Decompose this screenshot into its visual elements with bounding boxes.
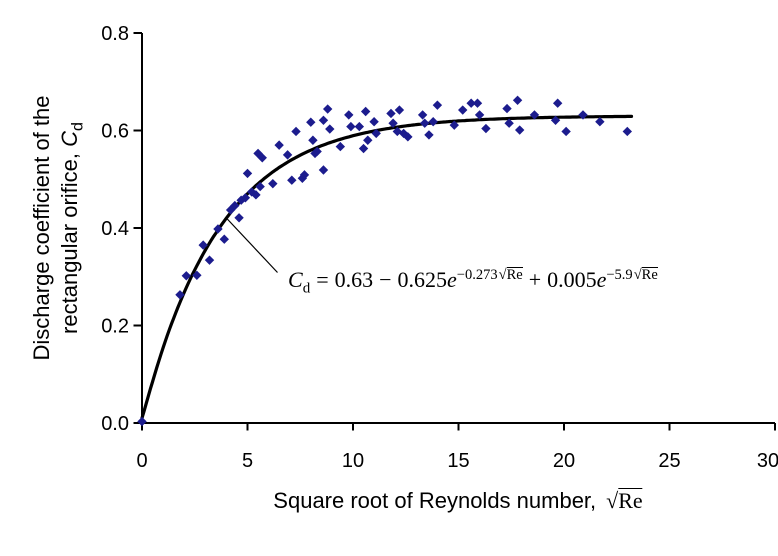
x-tick-labels: 0 5 10 15 20 25 30 xyxy=(136,450,778,472)
data-point xyxy=(204,255,215,265)
data-point xyxy=(325,124,335,134)
data-point xyxy=(432,100,443,110)
data-point xyxy=(358,143,369,154)
x-tick-label: 0 xyxy=(136,450,147,472)
data-point xyxy=(322,104,333,114)
data-point xyxy=(354,121,365,132)
x-axis-title: Square root of Reynolds number, √Re xyxy=(273,488,643,513)
data-point xyxy=(595,117,605,127)
data-point xyxy=(474,110,485,120)
y-axis-title-line1: Discharge coefficient of the xyxy=(29,95,54,361)
data-point xyxy=(424,130,434,140)
data-point xyxy=(242,168,253,179)
x-tick-label: 5 xyxy=(242,450,253,472)
data-point xyxy=(420,118,430,128)
data-point xyxy=(458,105,468,115)
data-point xyxy=(181,271,192,281)
data-point xyxy=(403,132,413,142)
data-point xyxy=(192,270,202,280)
data-point xyxy=(318,165,329,175)
data-point xyxy=(512,95,523,105)
data-point xyxy=(274,140,284,150)
data-point xyxy=(622,126,632,137)
y-tick-label: 0.2 xyxy=(101,316,129,338)
data-point xyxy=(529,110,540,120)
data-point xyxy=(394,105,405,115)
data-point xyxy=(578,110,588,120)
data-point xyxy=(291,126,301,137)
equation-cd-symbol: C xyxy=(288,267,303,292)
x-tick-label: 10 xyxy=(342,450,364,472)
x-tick-label: 15 xyxy=(447,450,469,472)
data-point xyxy=(346,121,356,132)
data-point xyxy=(234,213,244,223)
exponent-1: −0.273√Re xyxy=(456,267,523,283)
data-point xyxy=(312,146,322,157)
data-point xyxy=(282,150,293,160)
data-point xyxy=(240,193,251,203)
y-tick-labels: 0.0 0.2 0.4 0.6 0.8 xyxy=(101,23,129,435)
exponent-2: −5.9√Re xyxy=(606,267,658,283)
data-point xyxy=(550,115,561,125)
data-point xyxy=(198,240,208,250)
sqrt-re-symbol: √Re xyxy=(606,488,643,513)
data-point xyxy=(369,117,379,127)
data-point xyxy=(335,141,346,152)
data-point xyxy=(514,125,525,135)
data-point xyxy=(230,200,240,211)
y-tick-label: 0.6 xyxy=(101,121,129,143)
y-tick-label: 0.0 xyxy=(101,413,129,435)
y-tick-label: 0.8 xyxy=(101,23,129,45)
data-point xyxy=(388,118,398,128)
x-tick-label: 25 xyxy=(658,450,680,472)
scatter-points xyxy=(137,95,632,427)
data-point xyxy=(344,110,354,120)
data-point xyxy=(502,103,512,114)
data-point xyxy=(386,108,396,119)
data-point xyxy=(561,126,571,137)
data-point xyxy=(360,106,371,117)
data-point xyxy=(363,135,373,145)
cd-symbol: C xyxy=(57,130,82,147)
data-point xyxy=(308,135,318,145)
y-axis-title: Discharge coefficient of the rectangular… xyxy=(28,8,86,448)
data-point xyxy=(268,178,278,189)
data-point xyxy=(371,128,381,139)
data-point xyxy=(466,98,476,108)
data-point xyxy=(251,190,261,200)
data-point xyxy=(504,118,514,128)
axes xyxy=(133,32,776,431)
data-point xyxy=(255,181,265,192)
x-tick-label: 30 xyxy=(757,450,778,472)
data-point xyxy=(257,153,267,163)
data-point xyxy=(417,110,428,120)
y-axis-title-line2: rectangular orifice, Cd xyxy=(57,122,87,334)
data-point xyxy=(175,290,185,300)
data-point xyxy=(472,98,483,108)
data-point xyxy=(318,115,329,125)
data-point xyxy=(137,416,147,427)
data-point xyxy=(287,175,297,185)
equation-leader-line xyxy=(226,218,278,273)
x-tick-label: 20 xyxy=(553,450,575,472)
y-tick-label: 0.4 xyxy=(101,218,129,240)
fit-curve xyxy=(140,114,634,420)
fit-equation: Cd = 0.63−0.625e−0.273√Re +0.005e−5.9√Re xyxy=(288,267,658,297)
data-point xyxy=(299,170,310,180)
data-point xyxy=(428,117,438,127)
data-point xyxy=(481,123,491,134)
data-point xyxy=(219,234,229,244)
data-point xyxy=(306,117,316,127)
data-point xyxy=(449,120,459,130)
data-point xyxy=(213,224,223,234)
data-point xyxy=(552,98,563,108)
